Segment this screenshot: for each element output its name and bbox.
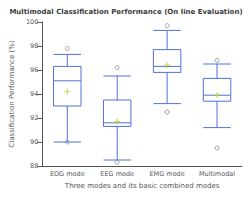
- svg-text:Multimodal: Multimodal: [199, 170, 235, 178]
- svg-text:Multimodal Classification Perf: Multimodal Classification Performance (O…: [9, 8, 242, 16]
- svg-text:92: 92: [30, 114, 38, 122]
- svg-text:EMG mode: EMG mode: [149, 170, 184, 178]
- svg-text:90: 90: [30, 138, 38, 146]
- svg-text:94: 94: [30, 90, 38, 98]
- svg-text:EEG mode: EEG mode: [100, 170, 134, 178]
- svg-text:EOG mode: EOG mode: [50, 170, 85, 178]
- svg-text:96: 96: [30, 66, 38, 74]
- svg-text:100: 100: [26, 18, 38, 26]
- svg-text:Classification Performance (%): Classification Performance (%): [8, 40, 16, 148]
- svg-text:98: 98: [30, 42, 38, 50]
- svg-text:Three modes and its basic comb: Three modes and its basic combined modes: [64, 182, 220, 190]
- svg-text:88: 88: [30, 162, 38, 170]
